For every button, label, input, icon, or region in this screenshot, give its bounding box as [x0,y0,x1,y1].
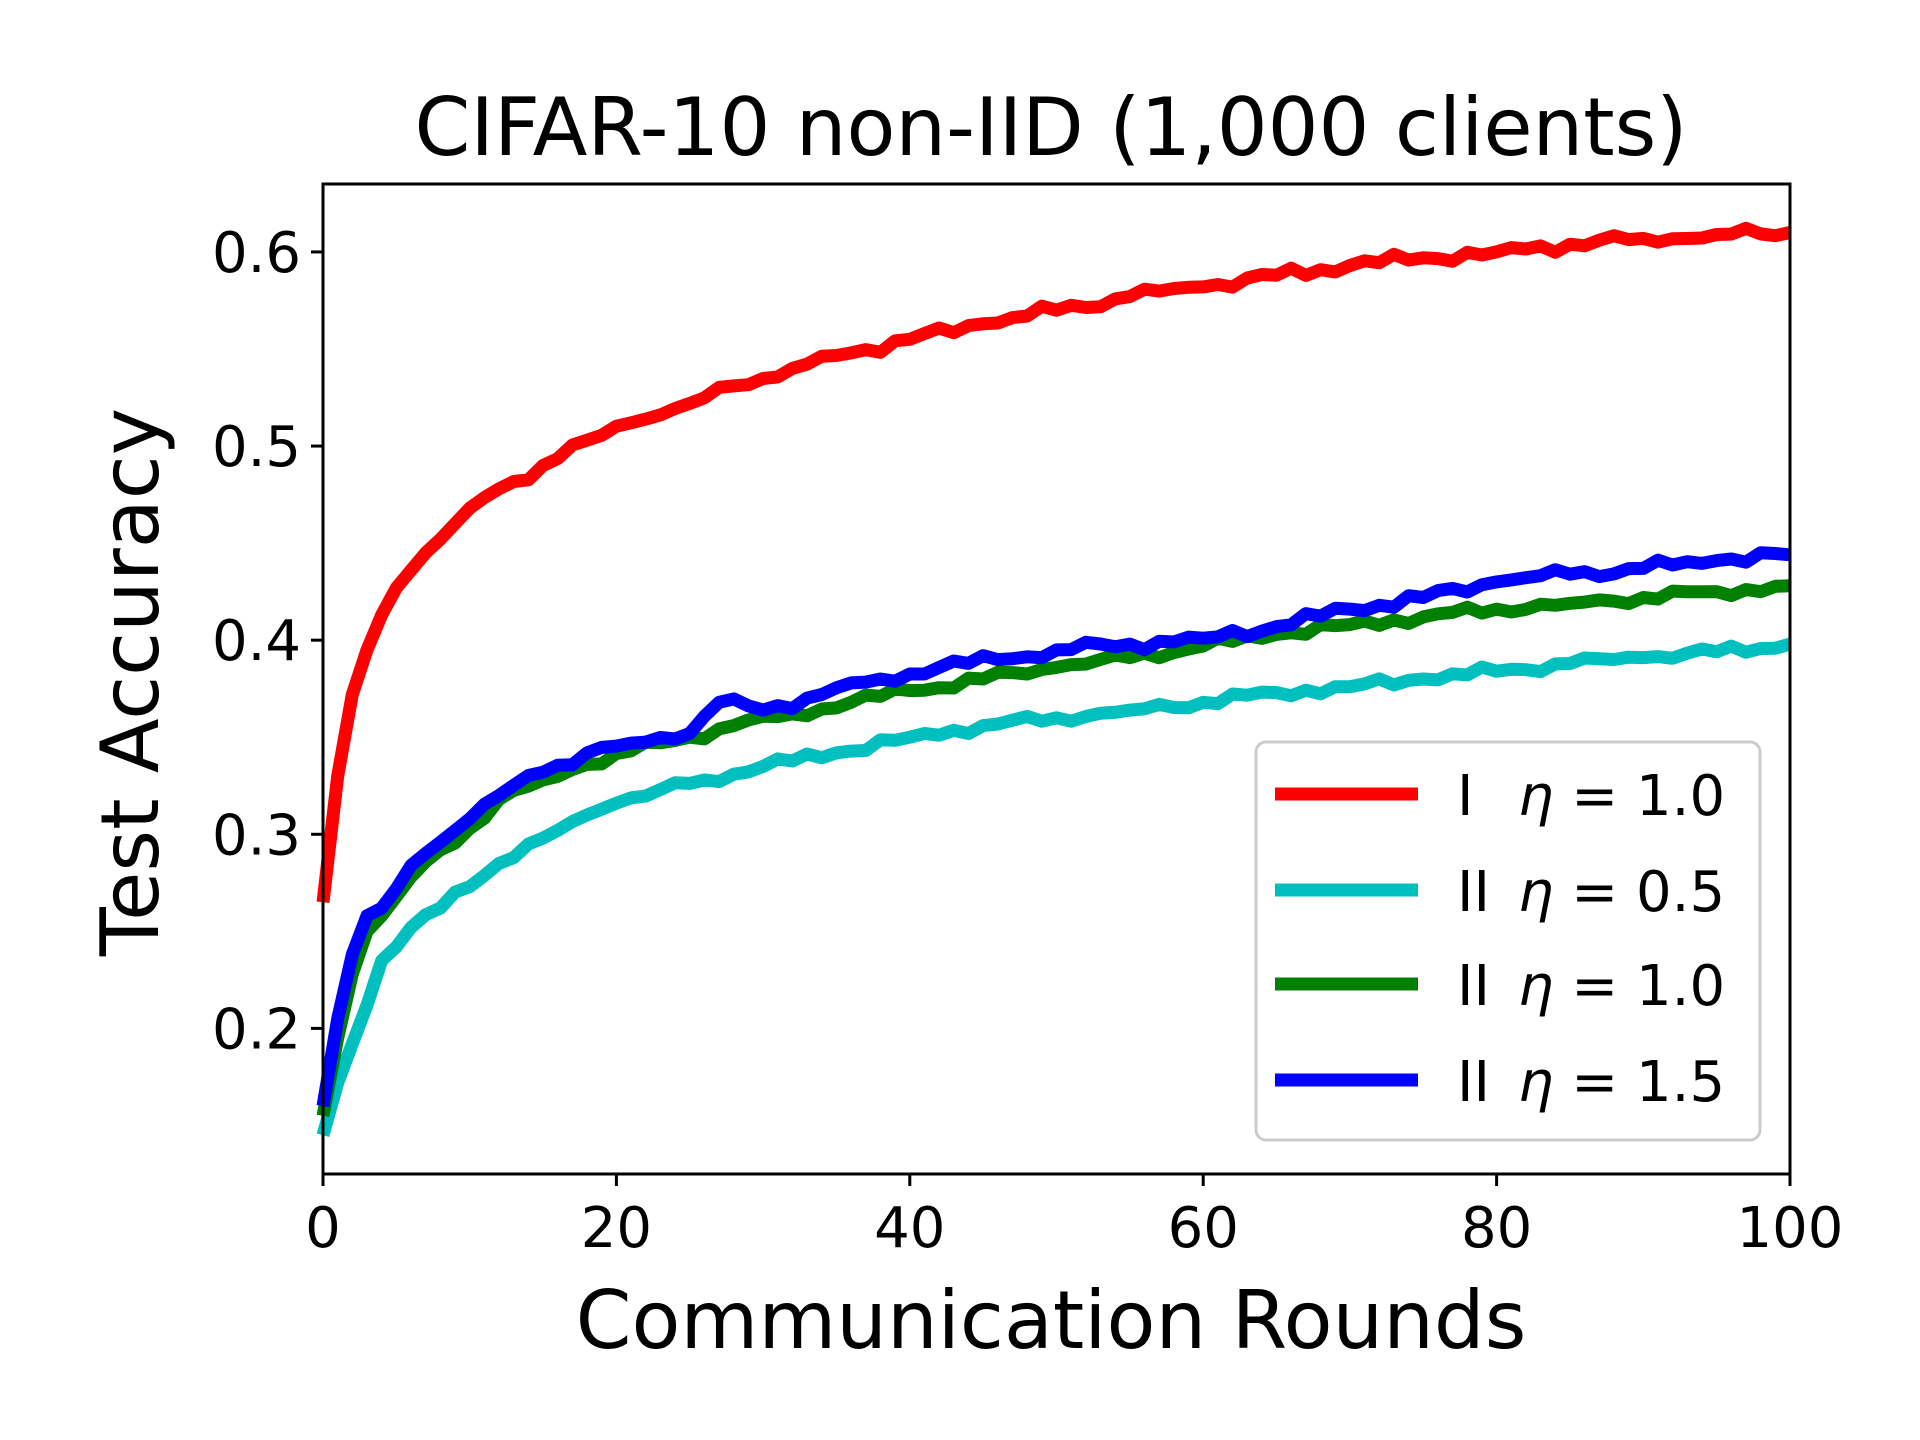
legend-label-prefix: II [1457,860,1490,925]
legend-label-math: η = 1.0 [1518,764,1725,829]
plot-frame [321,182,1792,1176]
legend-label-math: η = 1.0 [1518,954,1725,1019]
series-line-1 [316,221,1792,903]
x-tick-label: 80 [1461,1196,1532,1261]
y-tick-label: 0.2 [212,997,301,1062]
x-axis-ticks: 0 20 40 60 80 100 [305,1174,1843,1261]
y-tick-label: 0.5 [212,415,301,480]
x-tick-label: 40 [874,1196,945,1261]
chart-title: CIFAR-10 non-IID (1,000 clients) [414,81,1687,174]
legend-label-prefix: I [1457,764,1474,829]
y-tick-label: 0.4 [212,609,301,674]
x-tick-label: 60 [1168,1196,1239,1261]
series-lines [316,221,1792,1137]
x-axis-label: Communication Rounds [576,1274,1527,1367]
x-tick-label: 100 [1737,1196,1844,1261]
y-tick-label: 0.6 [212,221,301,286]
legend-label-prefix: II [1457,954,1490,1019]
legend-label-prefix: II [1457,1050,1490,1115]
y-axis-label: Test Accuracy [84,408,177,957]
series-line-2 [316,637,1792,1137]
y-axis-ticks: 0.2 0.3 0.4 0.5 0.6 [212,221,323,1062]
x-tick-label: 20 [581,1196,652,1261]
legend-label-math: η = 1.5 [1518,1050,1725,1115]
x-tick-label: 0 [305,1196,341,1261]
series-line-3 [316,579,1791,1118]
series-line-4 [316,546,1791,1108]
y-tick-label: 0.3 [212,803,301,868]
legend-box [1254,740,1762,1142]
legend-label-math: η = 0.5 [1518,860,1725,925]
